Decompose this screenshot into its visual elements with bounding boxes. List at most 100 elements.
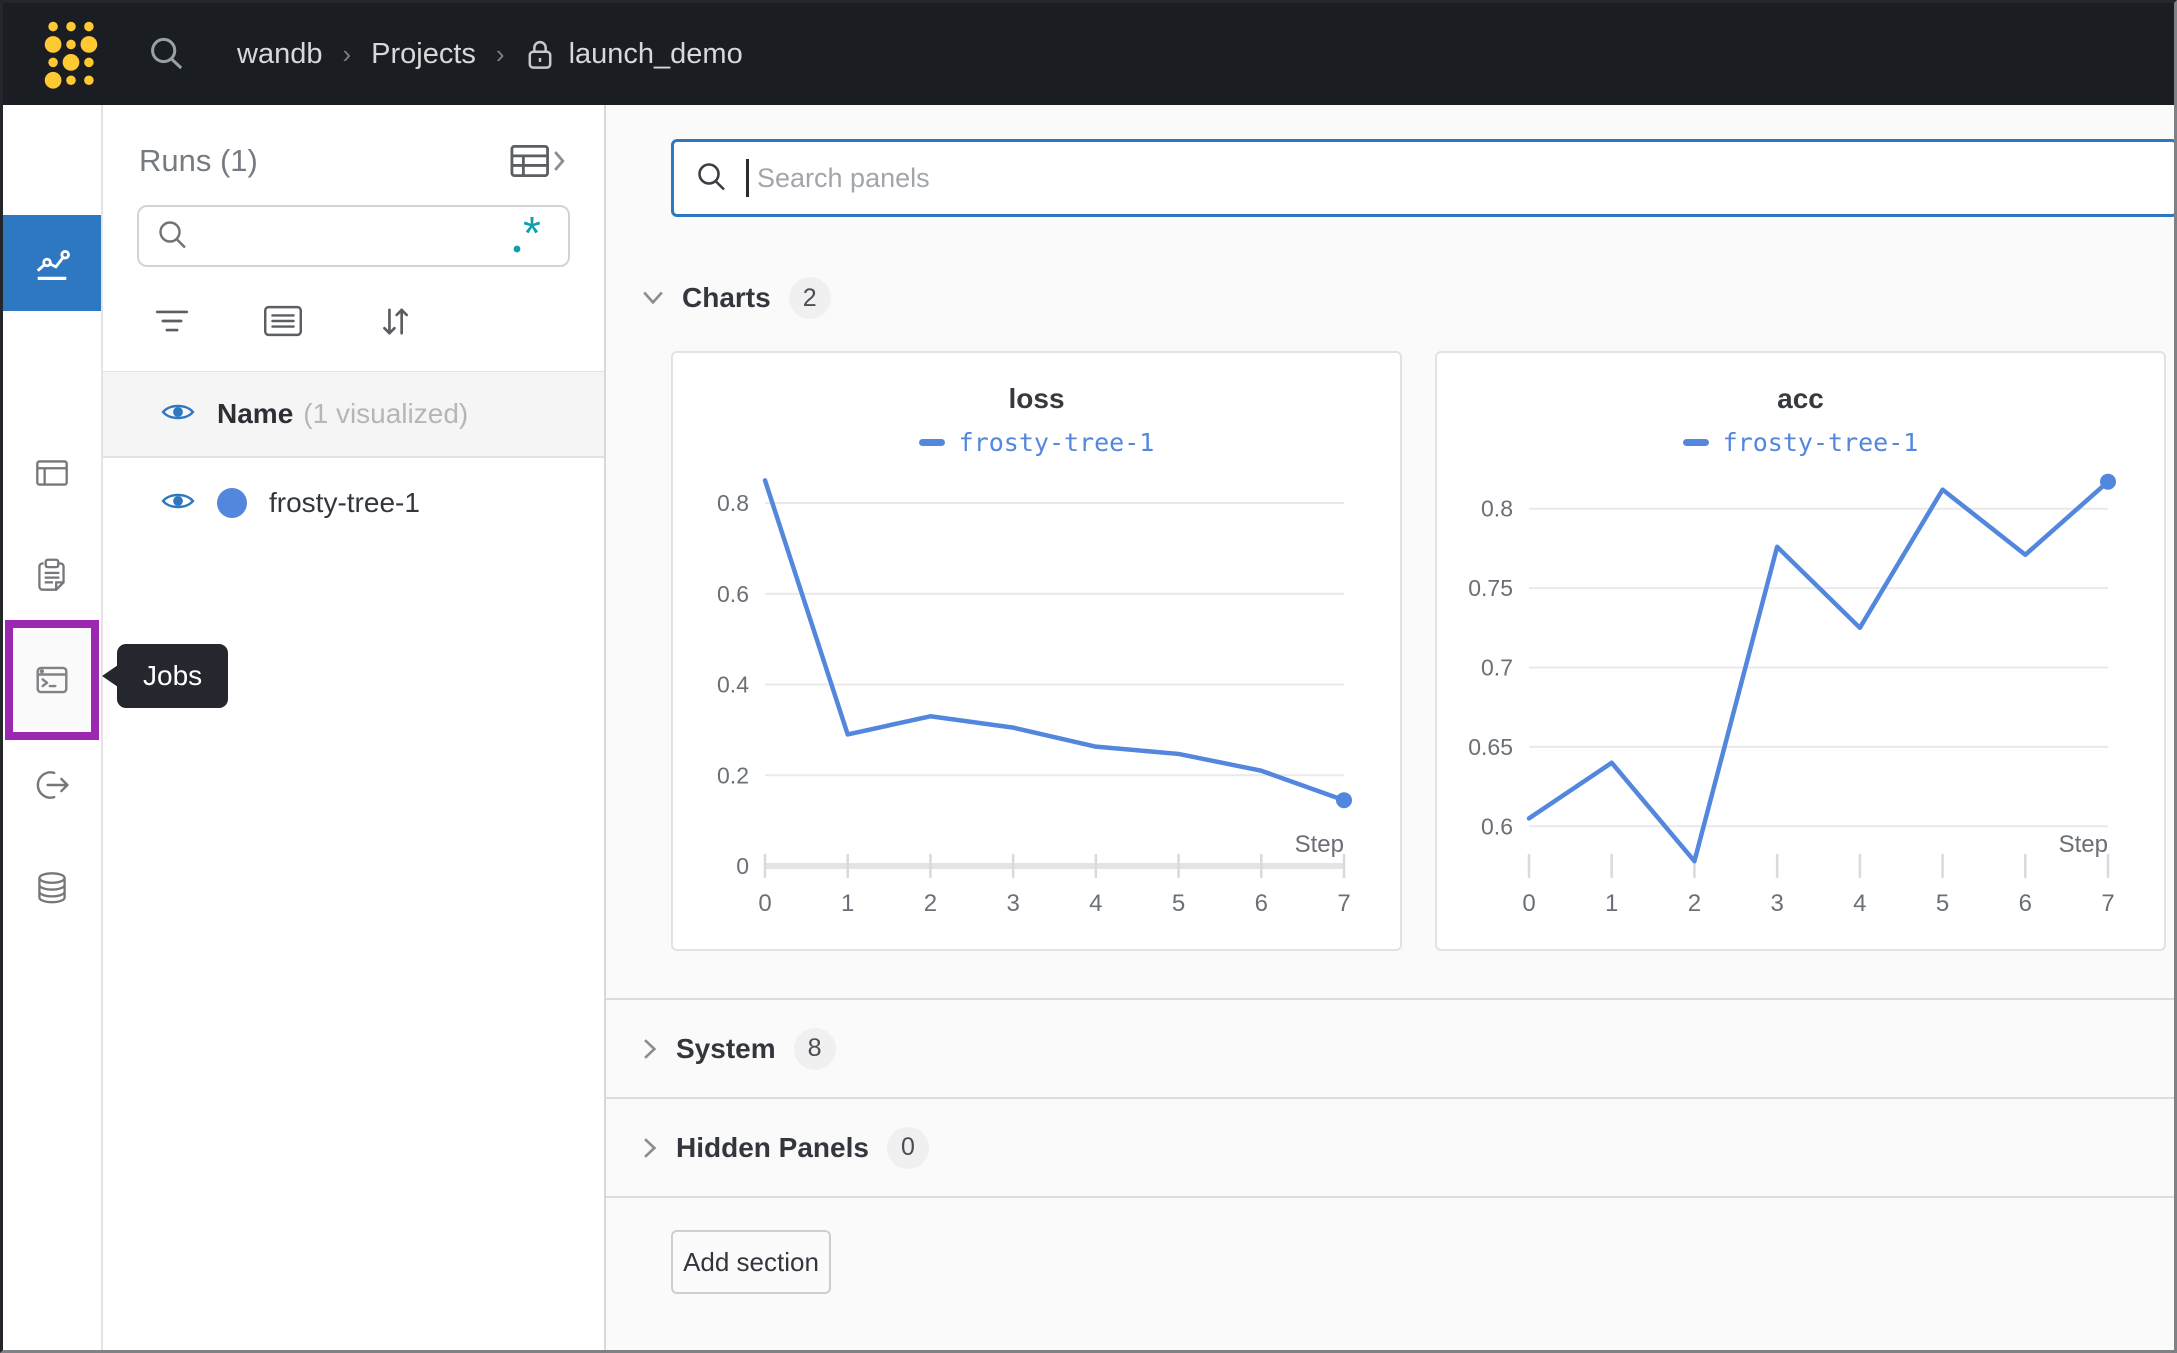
- chart-legend: frosty-tree-1: [673, 427, 1400, 457]
- svg-text:1: 1: [841, 890, 854, 917]
- section-header-system[interactable]: System 8: [606, 1000, 2174, 1097]
- sidebar-item-jobs[interactable]: [5, 620, 99, 740]
- svg-text:6: 6: [2019, 890, 2032, 917]
- wandb-logo[interactable]: [33, 16, 109, 92]
- svg-text:0.2: 0.2: [717, 762, 749, 788]
- legend-line-swatch: [918, 438, 945, 446]
- sidebar-item-artifacts[interactable]: [3, 864, 101, 912]
- svg-text:7: 7: [2101, 890, 2114, 917]
- svg-text:5: 5: [1936, 890, 1949, 917]
- chart-title: acc: [1777, 383, 1824, 414]
- section-count-badge: 8: [793, 1027, 836, 1070]
- terminal-jobs-icon: [36, 666, 68, 694]
- workspace-main: Charts 2 loss frosty-tree-1 00.20.40.60.…: [606, 105, 2174, 1350]
- breadcrumb-project[interactable]: launch_demo: [568, 37, 743, 70]
- breadcrumb-projects[interactable]: Projects: [371, 37, 476, 70]
- global-search-button[interactable]: [145, 33, 187, 75]
- svg-text:6: 6: [1255, 890, 1268, 917]
- eye-icon: [161, 493, 195, 508]
- tooltip-label: Jobs: [143, 660, 203, 691]
- charts-grid: loss frosty-tree-1 0 0.2 0.4 0.6 0.8 0 1 2 3 4 5 6 7…: [606, 351, 2174, 951]
- left-icon-sidebar: i: [3, 105, 103, 1350]
- svg-text:1: 1: [1605, 890, 1618, 917]
- svg-text:4: 4: [1853, 890, 1866, 917]
- table-chevron-icon: [510, 144, 565, 178]
- svg-text:2: 2: [1688, 890, 1701, 917]
- panel-card-loss[interactable]: loss frosty-tree-1 0 0.2 0.4 0.6 0.8 0 1 2 3 4 5 6 7…: [671, 351, 1402, 951]
- svg-text:0.8: 0.8: [1481, 496, 1513, 522]
- svg-text:0: 0: [736, 853, 749, 879]
- svg-text:0: 0: [1522, 890, 1535, 917]
- svg-text:4: 4: [1089, 890, 1102, 917]
- search-icon: [698, 163, 725, 191]
- runs-search-input[interactable]: [191, 219, 510, 253]
- divider: [606, 1097, 2174, 1099]
- section-label: Charts: [682, 282, 771, 313]
- run-color-dot[interactable]: [217, 488, 247, 518]
- search-icon: [151, 37, 183, 70]
- panel-search-box[interactable]: [671, 139, 2174, 217]
- breadcrumb-separator: ›: [342, 38, 352, 69]
- loss-line-chart: 0 0.2 0.4 0.6 0.8 0 1 2 3 4 5 6 7 Step: [717, 478, 1352, 917]
- top-navigation-bar: wandb › Projects › launch_demo: [3, 3, 2174, 105]
- runs-search-box[interactable]: *: [137, 205, 570, 267]
- search-icon: [159, 221, 186, 249]
- svg-text:0.7: 0.7: [1481, 655, 1513, 681]
- svg-text:3: 3: [1770, 890, 1783, 917]
- expand-runs-table-button[interactable]: [510, 144, 566, 178]
- section-header-hidden-panels[interactable]: Hidden Panels 0: [606, 1099, 2174, 1196]
- chart-legend: frosty-tree-1: [1437, 427, 2164, 457]
- svg-text:0.75: 0.75: [1468, 575, 1513, 601]
- sidebar-item-automations[interactable]: [3, 761, 101, 809]
- section-count-badge: 2: [788, 277, 831, 319]
- wandb-dots-icon: [44, 21, 98, 89]
- svg-text:Step: Step: [1295, 831, 1344, 858]
- visualized-count: (1 visualized): [303, 398, 469, 429]
- add-section-button[interactable]: Add section: [671, 1230, 831, 1294]
- toggle-all-visibility-button[interactable]: [161, 400, 195, 429]
- run-row[interactable]: frosty-tree-1: [103, 458, 604, 548]
- sort-arrows-icon: [383, 308, 408, 335]
- svg-text:3: 3: [1006, 890, 1019, 917]
- svg-text:0.6: 0.6: [1481, 813, 1513, 839]
- line-chart-icon: [36, 250, 70, 281]
- filter-runs-button[interactable]: [153, 304, 191, 338]
- breadcrumb: wandb › Projects › launch_demo: [237, 37, 743, 71]
- run-arrow-icon: [36, 771, 69, 799]
- section-label: Hidden Panels: [676, 1131, 869, 1163]
- svg-text:0.6: 0.6: [717, 581, 749, 607]
- group-runs-button[interactable]: [263, 304, 303, 338]
- svg-text:0.4: 0.4: [717, 672, 749, 698]
- text-cursor: [746, 159, 749, 197]
- table-icon: [36, 460, 68, 486]
- sidebar-item-table[interactable]: [3, 449, 101, 497]
- name-column-header: Name: [217, 398, 294, 429]
- section-count-badge: 0: [886, 1126, 929, 1169]
- section-header-charts[interactable]: Charts 2: [606, 271, 2174, 325]
- list-icon: [264, 305, 302, 337]
- svg-text:0.8: 0.8: [717, 490, 749, 516]
- panel-card-acc[interactable]: acc frosty-tree-1 0.6 0.65 0.7 0.75 0.8 0 1 2 3 4…: [1435, 351, 2166, 951]
- legend-run-name: frosty-tree-1: [1722, 427, 1919, 457]
- panel-search-input[interactable]: [755, 161, 2174, 195]
- regex-toggle-icon[interactable]: *: [510, 213, 550, 259]
- acc-line-chart: 0.6 0.65 0.7 0.75 0.8 0 1 2 3 4 5 6 7 Step: [1468, 473, 2116, 917]
- clipboard-icon: [38, 558, 65, 591]
- svg-text:5: 5: [1172, 890, 1185, 917]
- breadcrumb-entity[interactable]: wandb: [237, 37, 323, 70]
- database-icon: [38, 872, 66, 904]
- chevron-down-icon: [643, 291, 663, 305]
- run-name[interactable]: frosty-tree-1: [269, 487, 420, 518]
- eye-icon: [161, 404, 195, 419]
- sidebar-item-workspace[interactable]: [3, 215, 101, 311]
- runs-sidebar: Runs (1): [103, 105, 606, 1350]
- sidebar-item-logs[interactable]: [3, 551, 101, 599]
- svg-text:0: 0: [758, 890, 771, 917]
- sort-runs-button[interactable]: [375, 301, 415, 341]
- svg-text:Step: Step: [2059, 831, 2108, 858]
- toggle-run-visibility-button[interactable]: [161, 489, 195, 518]
- private-lock-icon: [525, 37, 555, 71]
- breadcrumb-separator: ›: [495, 38, 505, 69]
- svg-text:7: 7: [1337, 890, 1350, 917]
